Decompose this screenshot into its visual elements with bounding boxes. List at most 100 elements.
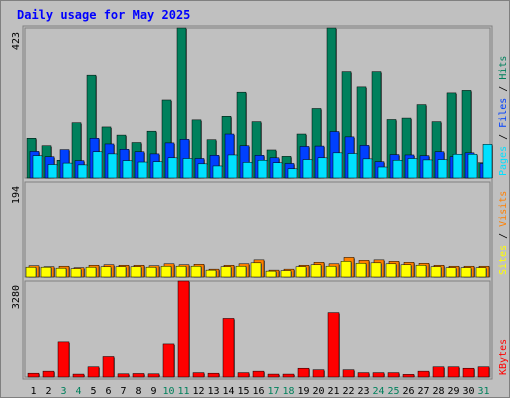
bar-pages-16 bbox=[257, 160, 268, 179]
bar-pages-1 bbox=[32, 155, 43, 179]
x-tick-label-3: 3 bbox=[60, 386, 66, 397]
bar-kbytes-25 bbox=[387, 372, 400, 378]
legend-separator: / bbox=[498, 80, 509, 98]
bar-pages-10 bbox=[167, 157, 178, 179]
panel-traffic-max-label: 423 bbox=[11, 32, 22, 50]
bar-pages-7 bbox=[122, 160, 133, 179]
x-tick-label-31: 31 bbox=[477, 386, 489, 397]
bar-pages-27 bbox=[422, 159, 433, 179]
bar-kbytes-7 bbox=[117, 373, 130, 378]
legend-separator: / bbox=[498, 227, 509, 245]
bar-kbytes-13 bbox=[207, 372, 220, 378]
x-tick-label-1: 1 bbox=[30, 386, 36, 397]
bar-pages-9 bbox=[152, 161, 163, 179]
legend-separator: / bbox=[498, 128, 509, 146]
bar-pages-31 bbox=[482, 144, 493, 179]
bar-sites-1 bbox=[25, 266, 37, 278]
bar-kbytes-29 bbox=[447, 366, 460, 378]
bar-kbytes-27 bbox=[417, 370, 430, 378]
bar-sites-11 bbox=[175, 265, 187, 278]
bar-kbytes-14 bbox=[222, 318, 235, 378]
x-tick-label-16: 16 bbox=[252, 386, 264, 397]
bar-sites-14 bbox=[220, 266, 232, 278]
x-tick-label-12: 12 bbox=[192, 386, 204, 397]
bar-sites-26 bbox=[400, 264, 412, 278]
x-tick-label-21: 21 bbox=[327, 386, 339, 397]
x-tick-label-17: 17 bbox=[267, 386, 279, 397]
bar-sites-18 bbox=[280, 270, 292, 278]
bar-sites-2 bbox=[40, 266, 52, 278]
bar-sites-9 bbox=[145, 266, 157, 278]
x-tick-label-20: 20 bbox=[312, 386, 324, 397]
x-tick-label-7: 7 bbox=[120, 386, 126, 397]
bar-sites-24 bbox=[370, 262, 382, 278]
bar-pages-22 bbox=[347, 153, 358, 179]
x-tick-label-5: 5 bbox=[90, 386, 96, 397]
bar-kbytes-1 bbox=[27, 372, 40, 378]
bar-sites-13 bbox=[205, 269, 217, 278]
legend-sites: Sites bbox=[498, 245, 509, 275]
bar-sites-8 bbox=[130, 266, 142, 278]
bar-kbytes-6 bbox=[102, 356, 115, 378]
bar-sites-6 bbox=[100, 266, 112, 278]
bar-kbytes-19 bbox=[297, 367, 310, 378]
bar-kbytes-24 bbox=[372, 372, 385, 378]
bar-kbytes-10 bbox=[162, 343, 175, 378]
bar-pages-29 bbox=[452, 153, 463, 179]
panel-kbytes-max-label: 3280 bbox=[11, 285, 22, 309]
bar-sites-30 bbox=[460, 267, 472, 278]
x-tick-label-2: 2 bbox=[45, 386, 51, 397]
x-tick-label-11: 11 bbox=[177, 386, 189, 397]
bar-kbytes-28 bbox=[432, 366, 445, 378]
bar-kbytes-2 bbox=[42, 370, 55, 378]
bar-kbytes-3 bbox=[57, 341, 70, 378]
bar-pages-12 bbox=[197, 163, 208, 179]
bar-kbytes-4 bbox=[72, 373, 85, 378]
x-tick-label-6: 6 bbox=[105, 386, 111, 397]
bar-sites-4 bbox=[70, 268, 82, 278]
bar-kbytes-11 bbox=[177, 280, 190, 378]
bar-pages-13 bbox=[212, 165, 223, 179]
plot-border bbox=[22, 25, 493, 380]
legend-kbytes: KBytes bbox=[498, 339, 509, 375]
bar-pages-14 bbox=[227, 154, 238, 179]
x-tick-label-8: 8 bbox=[135, 386, 141, 397]
x-tick-label-4: 4 bbox=[75, 386, 81, 397]
x-tick-label-28: 28 bbox=[432, 386, 444, 397]
bar-sites-21 bbox=[325, 265, 337, 278]
bar-pages-20 bbox=[317, 157, 328, 179]
x-tick-label-15: 15 bbox=[237, 386, 249, 397]
bar-pages-17 bbox=[272, 162, 283, 179]
bar-sites-19 bbox=[295, 266, 307, 278]
bar-kbytes-8 bbox=[132, 373, 145, 378]
bar-pages-15 bbox=[242, 162, 253, 179]
x-tick-label-25: 25 bbox=[387, 386, 399, 397]
bar-sites-31 bbox=[475, 267, 487, 278]
bar-pages-28 bbox=[437, 159, 448, 179]
bar-pages-6 bbox=[107, 153, 118, 179]
bar-kbytes-22 bbox=[342, 369, 355, 378]
bar-sites-12 bbox=[190, 265, 202, 278]
bar-sites-29 bbox=[445, 267, 457, 278]
bar-kbytes-30 bbox=[462, 367, 475, 378]
bar-pages-18 bbox=[287, 168, 298, 179]
bar-kbytes-20 bbox=[312, 369, 325, 378]
x-tick-label-29: 29 bbox=[447, 386, 459, 397]
bar-sites-25 bbox=[385, 263, 397, 278]
bar-pages-24 bbox=[377, 166, 388, 179]
bar-kbytes-9 bbox=[147, 373, 160, 378]
legend-pages: Pages bbox=[498, 146, 509, 176]
legend-hits: Hits bbox=[498, 56, 509, 80]
x-tick-label-10: 10 bbox=[162, 386, 174, 397]
bar-sites-23 bbox=[355, 263, 367, 278]
bar-pages-30 bbox=[467, 153, 478, 179]
bar-kbytes-18 bbox=[282, 373, 295, 378]
panel-visits-max-label: 194 bbox=[11, 186, 22, 204]
bar-kbytes-15 bbox=[237, 372, 250, 378]
bar-pages-8 bbox=[137, 161, 148, 179]
x-tick-label-22: 22 bbox=[342, 386, 354, 397]
bar-pages-25 bbox=[392, 160, 403, 179]
legend-files: Files bbox=[498, 98, 509, 128]
bar-sites-10 bbox=[160, 265, 172, 278]
